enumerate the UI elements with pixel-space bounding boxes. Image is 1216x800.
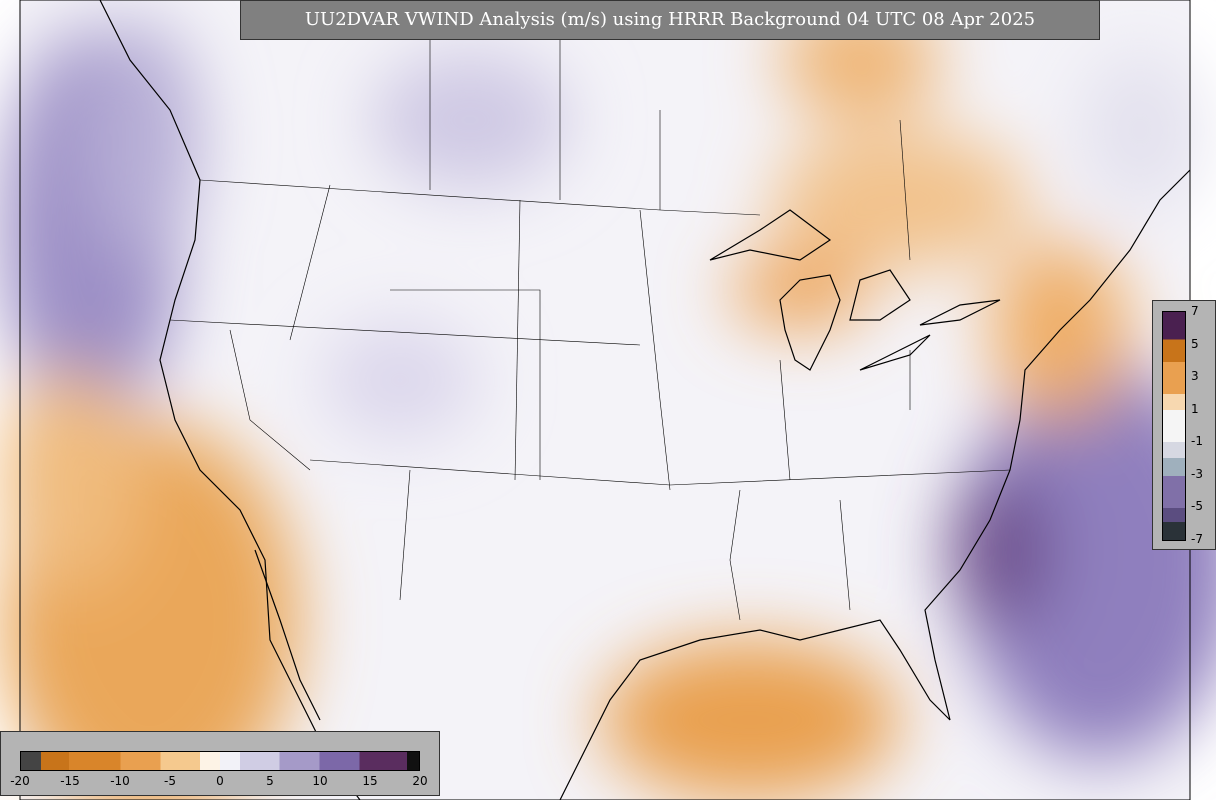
title: UU2DVAR VWIND Analysis (m/s) using HRRR …	[240, 0, 1100, 40]
colorbar-tick-label: -3	[1191, 466, 1203, 481]
colorbar-tick-label: 1	[1191, 401, 1199, 416]
colorbar-tick-label: -1	[1191, 434, 1203, 449]
colorbar-tick-label: 7	[1191, 304, 1199, 318]
colorbar-horizontal: -20 -15 -10 -5 0 5 10 15 20	[0, 731, 440, 796]
colorbar-tick-label: 10	[312, 774, 328, 788]
colorbar-tick-label: 5	[266, 774, 274, 788]
colorbar-tick-label: -15	[60, 774, 80, 788]
colorbar-tick-label: -20	[10, 774, 30, 788]
colorbar-tick-label: -10	[110, 774, 130, 788]
colorbar-tick-label: -5	[1191, 499, 1203, 514]
colorbar-vertical: 7 5 3 1 -1 -3 -5 -7	[1152, 300, 1216, 550]
colorbar-tick-label: 20	[412, 774, 428, 788]
colorbar-tick-label: 5	[1191, 336, 1199, 351]
colorbar-tick-label: 3	[1191, 369, 1199, 384]
colorbar-bar	[20, 751, 420, 771]
colorbar-tick-label: -5	[164, 774, 176, 788]
borders	[169, 0, 1011, 621]
coastlines	[99, 0, 1191, 800]
colorbar-tick-label: 15	[362, 774, 378, 788]
colorbar-tick-label: -7	[1191, 532, 1203, 546]
colorbar-bar	[1162, 311, 1186, 541]
colorbar-tick-label: 0	[216, 774, 224, 788]
